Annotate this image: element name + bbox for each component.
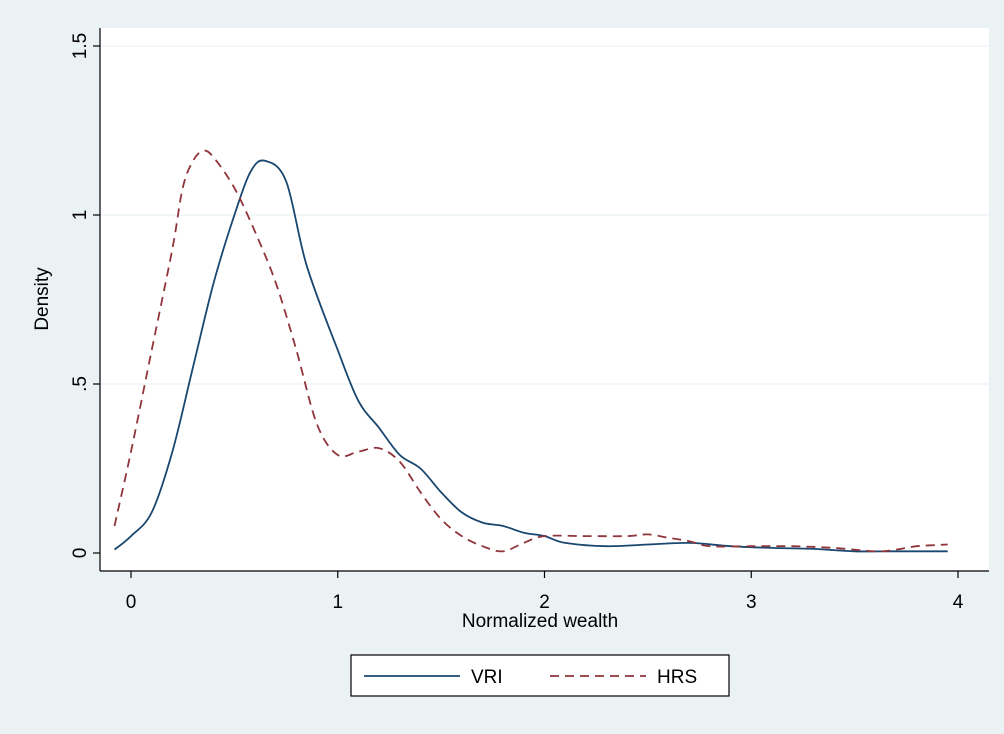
y-tick-label-1: .5 bbox=[70, 376, 91, 392]
series-line-vri bbox=[113, 159, 948, 553]
y-axis-label: Density bbox=[32, 267, 53, 331]
legend-label-hrs: HRS bbox=[657, 667, 697, 688]
ticks: 0 .5 1 1.5 0 1 2 3 4 bbox=[70, 33, 964, 613]
x-tick-label-1: 1 bbox=[332, 592, 343, 613]
series-line-hrs bbox=[113, 149, 948, 553]
series-layer bbox=[113, 149, 948, 553]
legend-label-vri: VRI bbox=[471, 667, 503, 688]
plot-area bbox=[100, 28, 989, 571]
x-tick-label-4: 4 bbox=[953, 592, 964, 613]
x-tick-label-2: 2 bbox=[539, 592, 550, 613]
y-tick-label-2: 1 bbox=[70, 210, 91, 221]
x-axis-label: Normalized wealth bbox=[462, 611, 618, 632]
legend: VRI HRS bbox=[350, 654, 730, 697]
y-tick-label-3: 1.5 bbox=[70, 33, 91, 59]
x-tick-label-0: 0 bbox=[126, 592, 137, 613]
y-tick-label-0: 0 bbox=[70, 548, 91, 559]
x-tick-label-3: 3 bbox=[746, 592, 757, 613]
